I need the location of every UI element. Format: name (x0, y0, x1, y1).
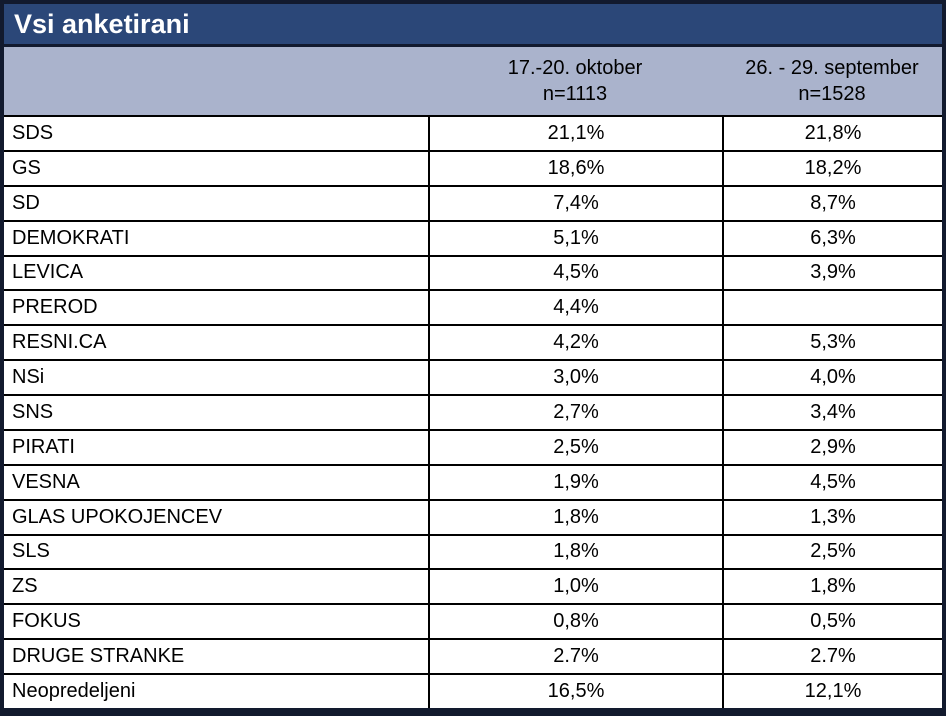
table-row: GS 18,6% 18,2% (4, 151, 942, 187)
table-row: SNS 2,7% 3,4% (4, 396, 942, 431)
value-september-cell: 18,2% (722, 151, 942, 185)
party-name-cell: SNS (12, 400, 54, 423)
table-row: SDS 21,1% 21,8% (4, 117, 942, 152)
party-name-cell: VESNA (12, 470, 80, 493)
value-october-cell: 2,7% (428, 396, 722, 429)
column-period-label: 26. - 29. september (745, 56, 919, 79)
party-name-cell: PIRATI (12, 435, 75, 458)
party-name-cell: ZS (12, 575, 38, 598)
party-name-cell: LEVICA (12, 261, 84, 284)
table-row: SLS 1,8% 2,5% (4, 535, 942, 571)
value-october-cell: 3,0% (428, 361, 722, 394)
table-row: VESNA 1,9% 4,5% (4, 465, 942, 501)
value-october-cell: 0,8% (428, 605, 722, 639)
value-september-cell (722, 291, 942, 325)
value-october-cell: 18,6% (428, 151, 722, 185)
party-name-cell: SD (12, 191, 40, 214)
value-september-cell: 3,4% (722, 396, 942, 429)
table-header: 17.-20. oktober n=1113 26. - 29. septemb… (4, 47, 942, 115)
column-period-label: 17.-20. oktober (507, 56, 643, 79)
value-october-cell: 2,5% (428, 430, 722, 464)
value-september-cell: 2.7% (722, 640, 942, 673)
table-row: DRUGE STRANKE 2.7% 2.7% (4, 640, 942, 675)
party-name-cell: Neopredeljeni (12, 679, 136, 702)
party-name-cell: RESNI.CA (12, 331, 107, 354)
value-september-cell: 5,3% (722, 326, 942, 360)
table-body: SDS 21,1% 21,8% GS 18,6% 18,2% SD 7,4% 8… (4, 115, 942, 708)
value-october-cell: 1,0% (428, 570, 722, 604)
value-october-cell: 4,4% (428, 291, 722, 325)
value-september-cell: 1,3% (722, 500, 942, 534)
value-october-cell: 16,5% (428, 675, 722, 708)
value-september-cell: 0,5% (722, 605, 942, 639)
party-name-cell: DRUGE STRANKE (12, 645, 185, 668)
value-september-cell: 2,5% (722, 535, 942, 569)
column-header-september: 26. - 29. september n=1528 (722, 47, 942, 115)
table-row: PIRATI 2,5% 2,9% (4, 430, 942, 466)
value-october-cell: 1,9% (428, 465, 722, 499)
header-spacer (4, 47, 428, 115)
party-name-cell: SLS (12, 540, 50, 563)
table-row: RESNI.CA 4,2% 5,3% (4, 326, 942, 362)
value-september-cell: 1,8% (722, 570, 942, 604)
value-september-cell: 12,1% (722, 675, 942, 708)
table-row: Neopredeljeni 16,5% 12,1% (4, 675, 942, 708)
value-october-cell: 2.7% (428, 640, 722, 673)
value-september-cell: 4,0% (722, 361, 942, 394)
page-title: Vsi anketirani (14, 8, 190, 39)
party-name-cell: NSi (12, 366, 45, 389)
party-name-cell: DEMOKRATI (12, 226, 130, 249)
table-row: ZS 1,0% 1,8% (4, 570, 942, 606)
value-september-cell: 2,9% (722, 430, 942, 464)
party-name-cell: GLAS UPOKOJENCEV (12, 505, 223, 528)
table-row: DEMOKRATI 5,1% 6,3% (4, 221, 942, 257)
table-row: SD 7,4% 8,7% (4, 186, 942, 222)
value-september-cell: 6,3% (722, 221, 942, 255)
value-october-cell: 1,8% (428, 500, 722, 534)
column-sample-size: n=1113 (542, 82, 608, 105)
value-october-cell: 4,2% (428, 326, 722, 360)
value-october-cell: 4,5% (428, 256, 722, 290)
column-sample-size: n=1528 (798, 82, 866, 105)
title-bar: Vsi anketirani (4, 4, 942, 47)
party-name-cell: SDS (12, 121, 54, 144)
value-october-cell: 1,8% (428, 535, 722, 569)
table-row: PREROD 4,4% (4, 291, 942, 327)
value-september-cell: 3,9% (722, 256, 942, 290)
value-october-cell: 7,4% (428, 186, 722, 220)
value-september-cell: 4,5% (722, 465, 942, 499)
table-row: FOKUS 0,8% 0,5% (4, 605, 942, 641)
party-name-cell: PREROD (12, 296, 98, 319)
table-row: NSi 3,0% 4,0% (4, 361, 942, 396)
value-october-cell: 21,1% (428, 117, 722, 150)
party-name-cell: GS (12, 156, 41, 179)
column-header-october: 17.-20. oktober n=1113 (428, 47, 722, 115)
table-row: GLAS UPOKOJENCEV 1,8% 1,3% (4, 500, 942, 536)
value-october-cell: 5,1% (428, 221, 722, 255)
value-september-cell: 8,7% (722, 186, 942, 220)
party-name-cell: FOKUS (12, 610, 81, 633)
table-row: LEVICA 4,5% 3,9% (4, 256, 942, 292)
value-september-cell: 21,8% (722, 117, 942, 150)
